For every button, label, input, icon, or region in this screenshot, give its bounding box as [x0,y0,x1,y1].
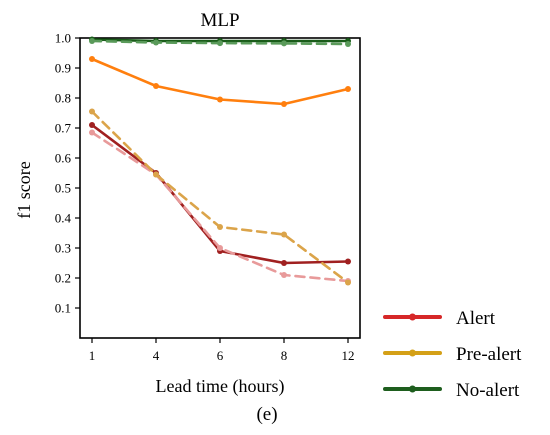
legend-marker-alert [409,313,416,321]
data-point [89,108,95,115]
x-tick-label: 1 [89,348,96,363]
chart-title: MLP [200,10,239,31]
data-point [153,39,159,46]
y-tick-label: 0.3 [55,241,71,256]
data-point [345,258,351,265]
panel-label: (e) [256,404,277,425]
data-point [89,122,95,128]
x-axis-label: Lead time (hours) [156,376,285,397]
data-point [281,260,287,266]
data-point [217,224,223,230]
data-point [345,41,351,47]
y-tick-label: 0.5 [55,181,71,196]
axes-frame [79,37,361,339]
y-axis-label: f1 score [14,161,34,218]
y-tick-label: 0.7 [55,121,72,136]
legend-label-no-alert: No-alert [456,380,520,401]
x-tick-label: 8 [281,348,288,363]
data-point [281,231,287,238]
y-tick-label: 0.1 [55,301,71,316]
x-tick-label: 4 [153,348,160,363]
series-line-alert-solid [90,123,350,265]
legend-marker-pre-alert [409,349,416,357]
data-point [89,129,95,136]
data-point [217,40,223,47]
data-point [281,272,287,278]
y-tick-label: 0.2 [55,271,71,286]
data-point [345,279,351,286]
data-point [89,38,95,44]
x-tick-label: 12 [342,348,355,363]
legend-label-pre-alert: Pre-alert [456,344,522,365]
data-point [345,86,351,92]
y-tick-label: 0.8 [55,91,71,106]
legend-marker-no-alert [409,385,416,393]
data-point [153,171,159,178]
data-point [217,245,223,251]
legend-label-alert: Alert [456,308,496,329]
y-tick-label: 0.6 [55,151,72,166]
y-tick-label: 0.9 [55,61,71,76]
data-point [281,101,287,107]
y-tick-label: 0.4 [55,211,72,226]
data-point [153,83,159,89]
data-point [281,40,287,47]
y-tick-label: 1.0 [55,31,71,46]
data-point [217,96,223,103]
legend: Alert Pre-alert No-alert [383,308,522,401]
data-point [89,56,95,62]
series-line-pre-alert-dashed [90,110,350,284]
x-tick-label: 6 [217,348,224,363]
plot-area: 0.1 0.2 0.3 0.4 0.5 0.6 0.7 0.8 0.9 1.0 1 4 6 8 12 [55,31,361,363]
